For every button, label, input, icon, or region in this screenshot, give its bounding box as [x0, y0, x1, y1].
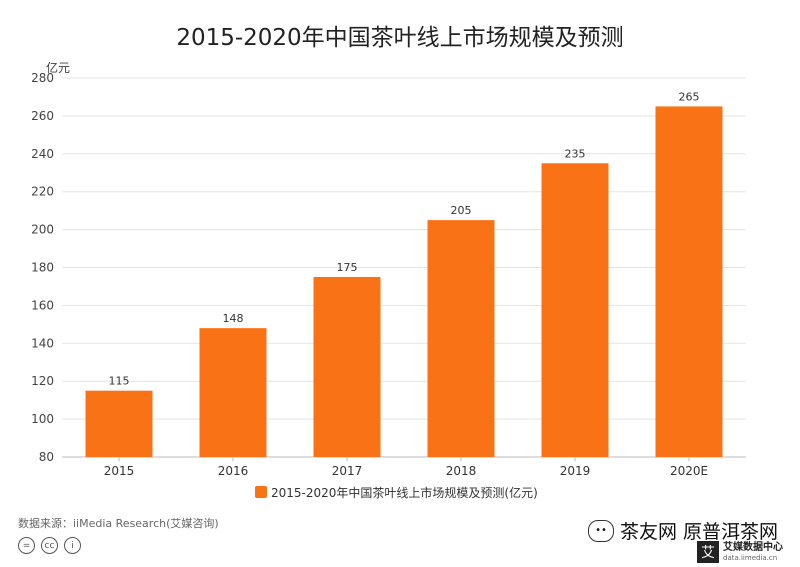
logo-title: 艾媒数据中心	[723, 541, 783, 553]
bar	[85, 390, 153, 457]
y-tick-label: 240	[31, 147, 54, 161]
data-label: 265	[679, 90, 700, 103]
person-icon: i	[64, 537, 81, 554]
bar	[199, 328, 267, 457]
bar	[541, 163, 609, 457]
data-label: 235	[565, 147, 586, 160]
cc-by-icon: =	[18, 537, 35, 554]
x-tick-label: 2019	[560, 464, 591, 478]
y-tick-label: 120	[31, 374, 54, 388]
watermark: •• 茶友网 原普洱茶网	[588, 517, 778, 544]
x-tick-label: 2020E	[670, 464, 708, 478]
chart-title: 2015-2020年中国茶叶线上市场规模及预测	[176, 25, 624, 51]
bar	[427, 220, 495, 457]
y-tick-label: 80	[39, 450, 54, 464]
x-tick-label: 2016	[218, 464, 249, 478]
legend-swatch	[255, 486, 267, 498]
data-label: 175	[337, 261, 358, 274]
legend-label: 2015-2020年中国茶叶线上市场规模及预测(亿元)	[271, 485, 538, 500]
license-icons: = cc i	[18, 537, 81, 554]
data-label: 148	[223, 312, 244, 325]
x-tick-label: 2017	[332, 464, 363, 478]
source-note: 数据来源：iiMedia Research(艾媒咨询)	[18, 517, 219, 530]
bar	[655, 106, 723, 458]
y-tick-label: 200	[31, 223, 54, 237]
logo-mark: 艾	[697, 541, 719, 563]
cc-icon: cc	[41, 537, 58, 554]
y-axis-label: 亿元	[46, 60, 70, 75]
x-tick-label: 2018	[446, 464, 477, 478]
logo-url: data.iimedia.cn	[723, 553, 778, 562]
watermark-text: 茶友网 原普洱茶网	[620, 521, 779, 543]
brand-logo: 艾 艾媒数据中心 data.iimedia.cn	[697, 541, 783, 563]
y-tick-label: 260	[31, 109, 54, 123]
y-tick-label: 280	[31, 71, 54, 85]
y-tick-label: 140	[31, 336, 54, 350]
data-label: 205	[451, 204, 472, 217]
x-tick-label: 2015	[104, 464, 135, 478]
y-tick-label: 100	[31, 412, 54, 426]
data-label: 115	[109, 375, 130, 388]
wechat-icon: ••	[588, 519, 614, 542]
y-tick-label: 220	[31, 185, 54, 199]
bar	[313, 276, 381, 457]
y-tick-label: 180	[31, 261, 54, 275]
y-tick-label: 160	[31, 298, 54, 312]
